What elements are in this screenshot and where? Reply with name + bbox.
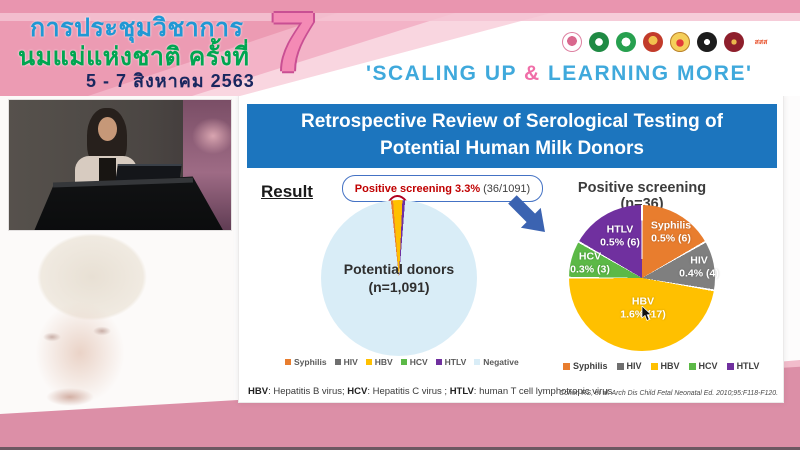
legend-item: HBV [365,357,393,367]
callout-highlight: Positive screening 3.3% [354,182,481,195]
right-pie-legend: Syphilis HIV HBV HCV HTLV [563,361,759,371]
institute-seal-logo-icon [697,32,717,52]
slide-panel: Retrospective Review of Serological Test… [238,95,784,403]
legend-item: HIV [334,357,358,367]
thaihealth-logo-icon: สสส [751,32,771,52]
legend-item: HBV [650,361,680,371]
left-pie-legend: Syphilis HIV HBV HCV HTLV Negative [285,357,519,367]
conference-banner: การประชุมวิชาการ นมแม่แห่งชาติ ครั้งที่ … [0,0,800,96]
conference-slogan: 'SCALING UP & LEARNING MORE' [366,62,753,85]
pie-slice-label-hiv: HIV 0.4% (4) [679,254,719,279]
pie-slice-label-htlv: HTLV 0.5% (6) [600,223,640,248]
legend-item: HCV [400,357,428,367]
legend-item: Syphilis [285,357,327,367]
abbreviation-footnote: HBV: Hepatitis B virus; HCV: Hepatitis C… [248,386,613,397]
presenter-video [8,99,232,231]
potential-donors-pie-chart [321,200,477,356]
pie-slice-label-hcv: HCV 0.3% (3) [570,250,610,275]
hbv-swatch-icon [365,359,372,365]
hbv-swatch-icon [650,362,658,370]
legend-item: HIV [616,361,642,371]
presenter-face [98,117,117,141]
reference-citation: Cohen RS, et al. Arch Dis Child Fetal Ne… [559,390,778,397]
banner-top-strip [0,0,800,13]
bottom-edge-line [0,447,800,450]
royal-emblem-logo-icon [670,32,690,52]
syphilis-swatch-icon [563,362,570,370]
callout-detail: (36/1091) [483,182,531,195]
legend-item: HTLV [726,361,759,371]
htlv-swatch-icon [726,362,734,370]
organization-logos: สสส [562,32,771,52]
legend-item: Syphilis [563,361,608,371]
banner-title-thai: การประชุมวิชาการ [30,14,244,42]
htlv-swatch-icon [435,359,442,365]
legend-item: Negative [474,357,519,367]
pie-slice-label-syphilis: Syphilis 0.5% (6) [650,219,692,244]
syphilis-swatch-icon [285,359,291,365]
health-ministry-logo-icon [589,32,609,52]
banner-sub-strip [0,13,800,21]
legend-item: HTLV [435,357,466,367]
positive-screening-pie-chart [569,205,715,351]
hiv-swatch-icon [616,362,624,370]
hcv-swatch-icon [688,362,696,370]
arrow-icon [508,195,545,232]
banner-subtitle-thai: นมแม่แห่งชาติ ครั้งที่ [18,43,250,71]
slogan-ampersand: & [523,62,541,85]
result-label: Result [261,182,313,201]
legend-item: HCV [688,361,718,371]
potential-donors-label: Potential donors (n=1,091) [343,260,455,295]
edition-number: 7 [270,0,317,89]
banner-dates: 5 - 7 สิงหาคม 2563 [86,71,255,91]
health-department-logo-icon [616,32,636,52]
university-crest-logo-icon [643,32,663,52]
hiv-swatch-icon [334,359,341,365]
positive-screening-callout: Positive screening 3.3% (36/1091) [342,175,543,202]
college-crest-logo-icon [724,32,744,52]
hcv-swatch-icon [400,359,407,365]
mother-child-logo-icon [562,32,582,52]
mouse-cursor-icon [641,306,652,321]
negative-swatch-icon [474,359,481,365]
slide-title: Retrospective Review of Serological Test… [247,104,777,168]
